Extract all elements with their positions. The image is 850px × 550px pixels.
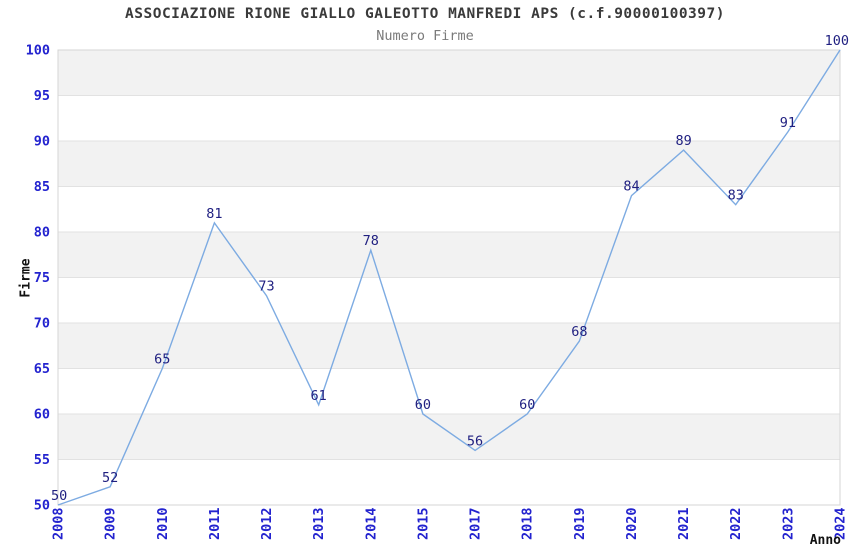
x-tick-label: 2010	[155, 507, 171, 540]
x-tick-label: 2019	[572, 507, 588, 540]
data-point-label: 68	[571, 324, 587, 340]
data-point-label: 81	[206, 206, 222, 222]
x-axis-title: Anno	[809, 533, 841, 548]
y-tick-label: 95	[34, 88, 50, 104]
data-point-label: 60	[415, 397, 431, 413]
data-point-label: 83	[728, 188, 744, 204]
x-tick-label: 2011	[207, 507, 223, 540]
x-tick-label: 2009	[103, 507, 119, 540]
data-point-label: 89	[675, 133, 691, 149]
y-tick-label: 65	[34, 361, 50, 377]
plot-border	[57, 49, 841, 506]
x-tick-label: 2018	[520, 507, 536, 540]
data-point-label: 52	[102, 470, 118, 486]
y-tick-label: 80	[34, 225, 50, 241]
data-point-label: 61	[311, 388, 327, 404]
x-tick-label: 2012	[259, 507, 275, 540]
x-tick-label: 2008	[51, 507, 67, 540]
data-point-label: 91	[780, 115, 796, 131]
data-point-label: 100	[825, 33, 849, 49]
y-tick-label: 70	[34, 316, 50, 332]
y-tick-label: 55	[34, 452, 50, 468]
data-point-label: 56	[467, 433, 483, 449]
y-axis-title: Firme	[18, 258, 34, 298]
x-tick-label: 2024	[833, 507, 849, 540]
data-point-label: 73	[258, 279, 274, 295]
data-point-label: 65	[154, 352, 170, 368]
x-tick-label: 2021	[676, 507, 692, 540]
x-tick-label: 2014	[363, 507, 379, 540]
y-tick-label: 60	[34, 407, 50, 423]
chart-subtitle: Numero Firme	[376, 28, 474, 44]
y-tick-label: 75	[34, 270, 50, 286]
y-tick-label: 50	[34, 498, 50, 514]
data-point-label: 84	[623, 179, 639, 195]
x-tick-label: 2013	[311, 507, 327, 540]
x-tick-label: 2023	[780, 507, 796, 540]
data-point-label: 50	[51, 488, 67, 504]
x-tick-label: 2017	[468, 507, 484, 540]
data-point-label: 78	[363, 233, 379, 249]
plot-band	[58, 50, 840, 96]
series-line	[57, 49, 841, 506]
x-tick-label: 2015	[415, 507, 431, 540]
x-tick-label: 2022	[728, 507, 744, 540]
y-tick-label: 90	[34, 134, 50, 150]
x-tick-label: 2020	[624, 507, 640, 540]
plot-band	[58, 323, 840, 369]
plot-band	[58, 141, 840, 187]
plot-band	[58, 414, 840, 460]
data-point-label: 60	[519, 397, 535, 413]
plot-band	[58, 232, 840, 278]
y-tick-label: 85	[34, 179, 50, 195]
chart-title: ASSOCIAZIONE RIONE GIALLO GALEOTTO MANFR…	[125, 6, 725, 22]
y-tick-label: 100	[26, 43, 50, 59]
